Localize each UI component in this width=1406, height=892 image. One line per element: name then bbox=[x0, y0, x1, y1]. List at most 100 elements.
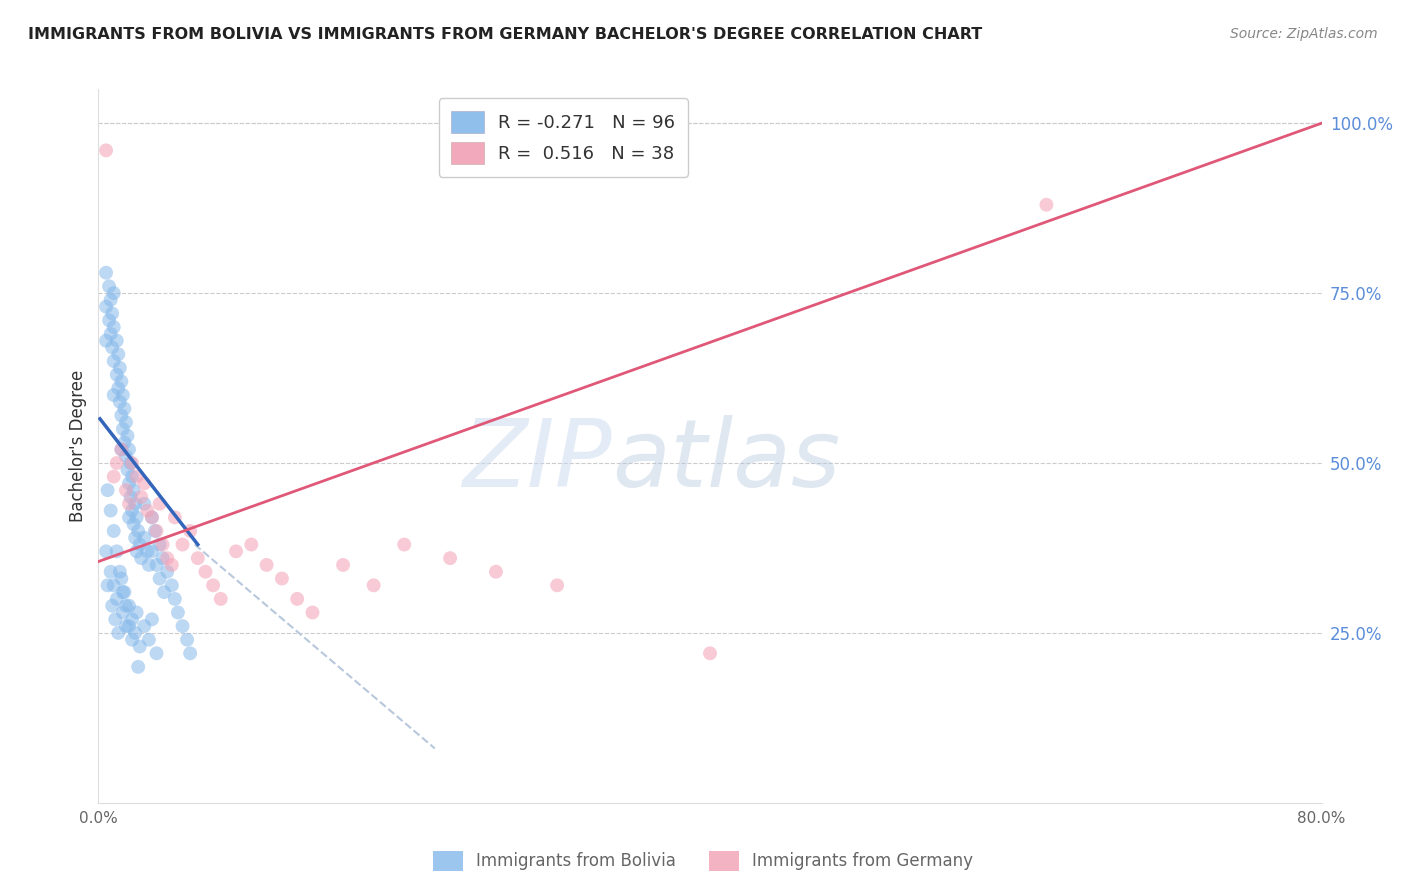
Point bbox=[103, 388, 125, 402]
Point bbox=[134, 531, 156, 545]
Point bbox=[101, 306, 124, 320]
Point bbox=[285, 591, 308, 606]
Point bbox=[179, 524, 201, 538]
Point bbox=[115, 449, 138, 463]
Point bbox=[103, 354, 125, 368]
Point bbox=[134, 619, 156, 633]
Point bbox=[100, 503, 122, 517]
Point bbox=[156, 565, 179, 579]
Point bbox=[143, 524, 166, 538]
Point bbox=[167, 606, 190, 620]
Point bbox=[134, 497, 156, 511]
Point bbox=[153, 585, 176, 599]
Point bbox=[145, 646, 167, 660]
Point bbox=[112, 401, 135, 416]
Point bbox=[103, 469, 125, 483]
Point bbox=[121, 469, 143, 483]
Point bbox=[160, 578, 183, 592]
Point bbox=[117, 463, 139, 477]
Point bbox=[115, 415, 138, 429]
Point bbox=[125, 469, 148, 483]
Point bbox=[301, 606, 323, 620]
Point bbox=[118, 442, 141, 457]
Point bbox=[138, 632, 160, 647]
Point bbox=[699, 646, 721, 660]
Point bbox=[138, 558, 160, 572]
Point bbox=[128, 640, 150, 654]
Point bbox=[141, 510, 163, 524]
Point bbox=[97, 578, 120, 592]
Point bbox=[115, 483, 138, 498]
Point bbox=[152, 537, 174, 551]
Point bbox=[120, 456, 142, 470]
Point bbox=[240, 537, 263, 551]
Point bbox=[110, 572, 132, 586]
Point bbox=[546, 578, 568, 592]
Point bbox=[128, 537, 150, 551]
Text: ZIP: ZIP bbox=[463, 415, 612, 506]
Point bbox=[160, 558, 183, 572]
Point bbox=[141, 510, 163, 524]
Point bbox=[179, 646, 201, 660]
Point bbox=[141, 612, 163, 626]
Point bbox=[107, 347, 129, 361]
Point bbox=[136, 503, 159, 517]
Point bbox=[94, 144, 117, 158]
Point bbox=[121, 503, 143, 517]
Point bbox=[176, 632, 198, 647]
Point bbox=[136, 544, 159, 558]
Point bbox=[145, 524, 167, 538]
Point bbox=[1035, 198, 1057, 212]
Point bbox=[111, 388, 134, 402]
Point bbox=[94, 544, 117, 558]
Point bbox=[100, 293, 122, 307]
Point bbox=[125, 510, 148, 524]
Legend: R = -0.271   N = 96, R =  0.516   N = 38: R = -0.271 N = 96, R = 0.516 N = 38 bbox=[439, 98, 688, 177]
Point bbox=[149, 497, 172, 511]
Point bbox=[120, 490, 142, 504]
Point bbox=[104, 612, 127, 626]
Point bbox=[101, 599, 124, 613]
Point bbox=[103, 524, 125, 538]
Point bbox=[270, 572, 292, 586]
Point bbox=[149, 572, 172, 586]
Point bbox=[107, 381, 129, 395]
Point bbox=[172, 619, 194, 633]
Point bbox=[105, 334, 128, 348]
Point bbox=[129, 490, 152, 504]
Point bbox=[124, 497, 146, 511]
Text: IMMIGRANTS FROM BOLIVIA VS IMMIGRANTS FROM GERMANY BACHELOR'S DEGREE CORRELATION: IMMIGRANTS FROM BOLIVIA VS IMMIGRANTS FR… bbox=[28, 27, 983, 42]
Y-axis label: Bachelor's Degree: Bachelor's Degree bbox=[69, 370, 87, 522]
Point bbox=[485, 565, 508, 579]
Point bbox=[118, 510, 141, 524]
Point bbox=[121, 632, 143, 647]
Point bbox=[110, 442, 132, 457]
Point bbox=[163, 591, 186, 606]
Point bbox=[225, 544, 247, 558]
Point bbox=[110, 375, 132, 389]
Point bbox=[110, 442, 132, 457]
Point bbox=[112, 435, 135, 450]
Point bbox=[124, 626, 146, 640]
Point bbox=[194, 565, 217, 579]
Point bbox=[100, 326, 122, 341]
Point bbox=[156, 551, 179, 566]
Point bbox=[111, 606, 134, 620]
Point bbox=[103, 320, 125, 334]
Text: Source: ZipAtlas.com: Source: ZipAtlas.com bbox=[1230, 27, 1378, 41]
Point bbox=[108, 394, 131, 409]
Text: atlas: atlas bbox=[612, 415, 841, 506]
Point bbox=[392, 537, 416, 551]
Point bbox=[127, 524, 149, 538]
Point bbox=[112, 585, 135, 599]
Legend: Immigrants from Bolivia, Immigrants from Germany: Immigrants from Bolivia, Immigrants from… bbox=[425, 842, 981, 880]
Point bbox=[100, 565, 122, 579]
Point bbox=[97, 483, 120, 498]
Point bbox=[363, 578, 385, 592]
Point bbox=[105, 544, 128, 558]
Point bbox=[163, 510, 186, 524]
Point bbox=[94, 334, 117, 348]
Point bbox=[124, 531, 146, 545]
Point bbox=[332, 558, 354, 572]
Point bbox=[98, 313, 121, 327]
